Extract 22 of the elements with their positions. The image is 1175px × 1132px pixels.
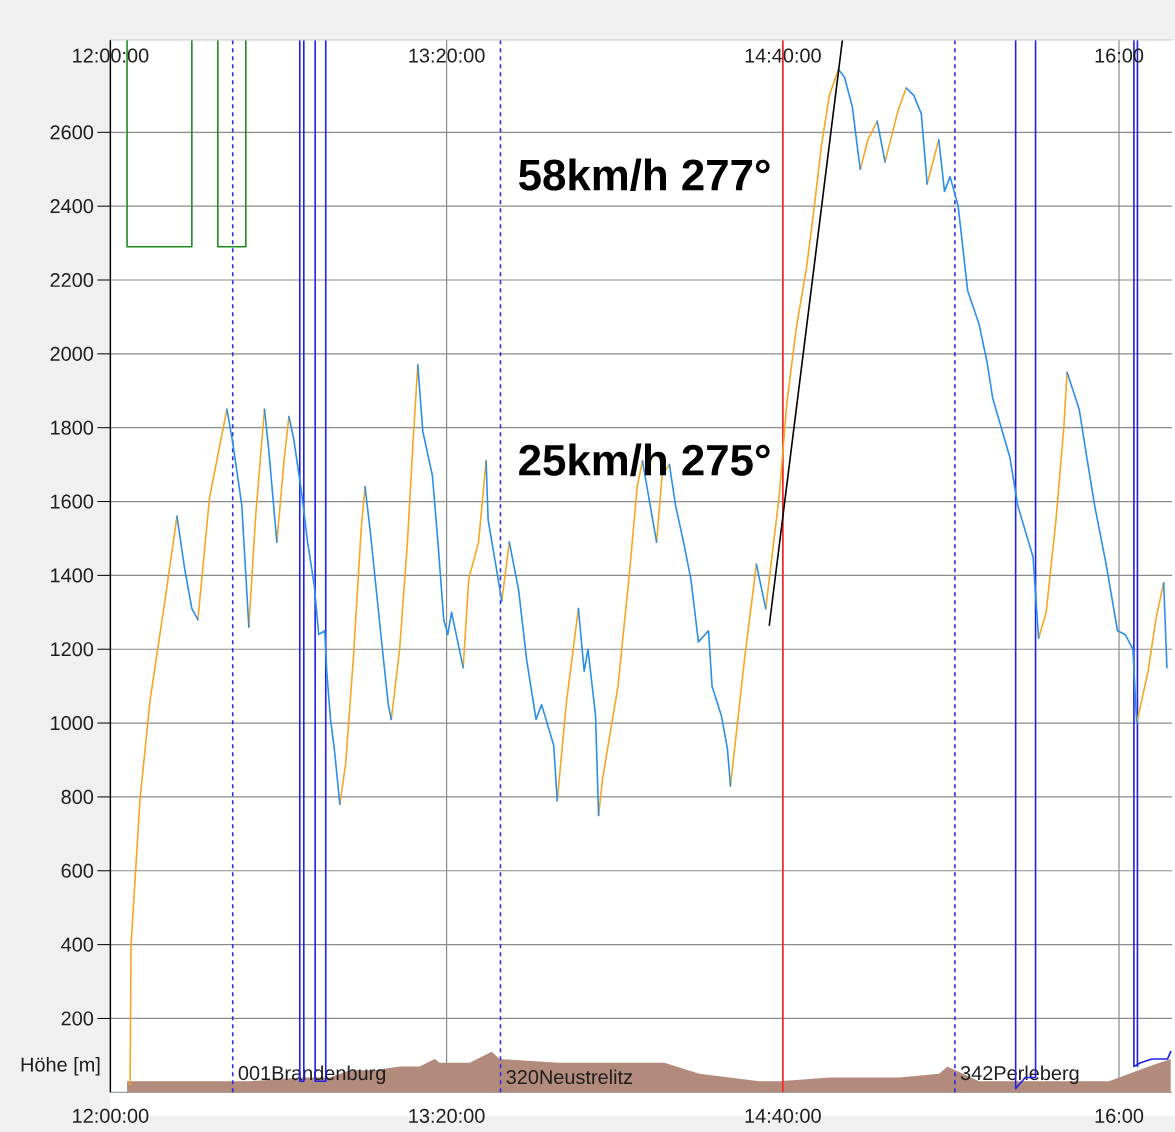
y-tick-label: 1400 <box>51 568 94 583</box>
y-tick-label: 2000 <box>50 346 94 361</box>
annotation: 25km/h 275° <box>519 443 770 477</box>
y-tick-label: 1000 <box>51 716 94 731</box>
y-tick-label: 1600 <box>51 494 94 509</box>
y-tick-label: 600 <box>61 863 94 878</box>
x-tick-label: 13:20:00 <box>409 48 485 63</box>
x2-tick-label: 13:20:00 <box>409 1108 485 1123</box>
annotation: 58km/h 277° <box>518 158 770 192</box>
x2-tick-label: 16:00 <box>1095 1108 1144 1123</box>
y-axis-title: Höhe [m] <box>21 1057 100 1076</box>
x2-tick-label: 12:00:00 <box>73 1108 149 1123</box>
y-tick-label: 2400 <box>50 199 94 214</box>
ref-line-label: 320Neustrelitz <box>506 1069 633 1085</box>
x2-tick-label: 14:40:00 <box>745 1108 821 1123</box>
y-tick-label: 800 <box>61 789 94 804</box>
y-tick-label: 2200 <box>50 272 94 288</box>
y-tick-label: 1800 <box>51 420 94 435</box>
y-tick-label: 1200 <box>51 642 94 657</box>
y-tick-label: 400 <box>61 937 94 952</box>
y-tick-label: 200 <box>61 1011 94 1026</box>
y-tick-label: 2600 <box>50 125 94 140</box>
